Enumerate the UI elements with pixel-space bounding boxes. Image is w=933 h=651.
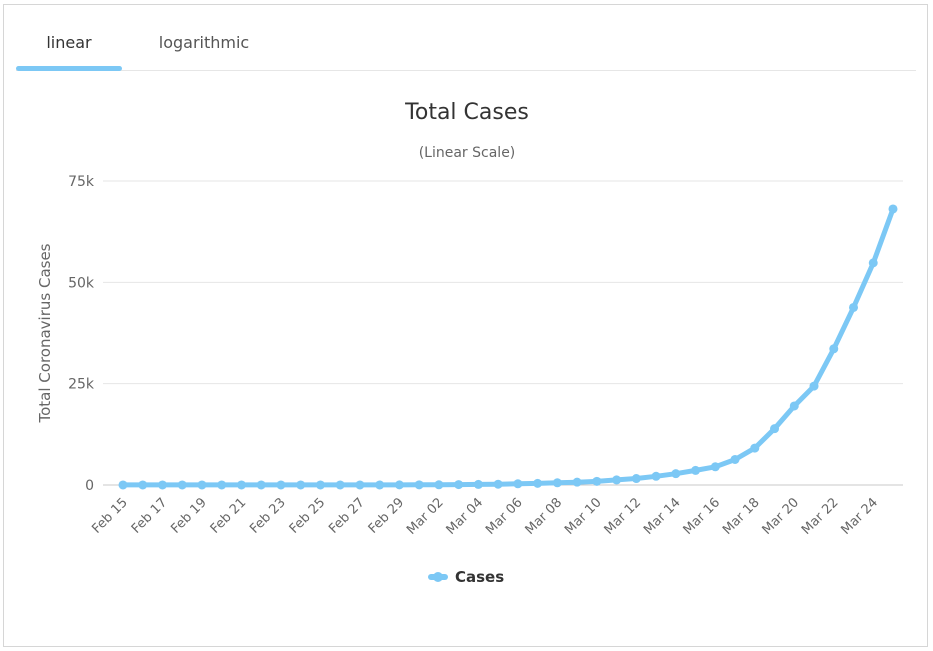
y-tick-label: 50k	[68, 275, 95, 291]
data-point[interactable]	[750, 443, 760, 453]
y-tick-label: 25k	[68, 377, 95, 393]
x-tick-label: Mar 02	[404, 495, 447, 538]
series-cases[interactable]	[118, 204, 898, 490]
data-point[interactable]	[651, 471, 661, 481]
data-point[interactable]	[671, 469, 681, 479]
x-tick-label: Mar 16	[681, 495, 724, 538]
data-point[interactable]	[710, 462, 720, 472]
chart-container	[3, 4, 928, 647]
data-point[interactable]	[770, 424, 780, 434]
data-point[interactable]	[473, 479, 483, 489]
x-tick-label: Feb 29	[366, 495, 408, 537]
data-point[interactable]	[592, 476, 602, 486]
x-tick-label: Mar 04	[444, 495, 487, 538]
x-tick-label: Mar 10	[562, 495, 605, 538]
data-point[interactable]	[868, 258, 878, 268]
chart-title: Total Cases	[404, 100, 529, 125]
data-point[interactable]	[355, 480, 365, 490]
legend-item-cases[interactable]: Cases	[428, 566, 504, 588]
x-tick-label: Mar 20	[760, 495, 803, 538]
data-point[interactable]	[572, 477, 582, 487]
tab-logarithmic-label: logarithmic	[158, 33, 250, 52]
data-point[interactable]	[631, 474, 641, 484]
x-tick-label: Mar 18	[720, 495, 763, 538]
data-point[interactable]	[375, 480, 385, 490]
data-point[interactable]	[138, 480, 148, 490]
x-tick-label: Mar 14	[641, 495, 684, 538]
data-point[interactable]	[849, 302, 859, 312]
x-tick-label: Feb 27	[326, 495, 368, 537]
data-point[interactable]	[335, 480, 345, 490]
data-point[interactable]	[829, 344, 839, 354]
scale-tabs: linear logarithmic	[16, 18, 916, 71]
data-point[interactable]	[236, 480, 246, 490]
y-tick-label: 75k	[68, 174, 95, 190]
tab-linear[interactable]: linear	[16, 18, 122, 71]
data-point[interactable]	[276, 480, 286, 490]
y-axis-title: Total Coronavirus Cases	[36, 243, 54, 423]
x-tick-label: Mar 06	[483, 495, 526, 538]
data-point[interactable]	[888, 204, 898, 214]
data-point[interactable]	[454, 480, 464, 490]
series-line-cases	[120, 206, 896, 488]
x-tick-label: Mar 22	[799, 495, 842, 538]
legend-label: Cases	[455, 568, 505, 586]
tab-active-indicator	[16, 66, 122, 71]
data-point[interactable]	[157, 480, 167, 490]
data-point[interactable]	[513, 479, 523, 489]
legend-symbol	[428, 572, 448, 582]
data-point[interactable]	[809, 381, 819, 391]
data-point[interactable]	[197, 480, 207, 490]
x-tick-label: Mar 24	[839, 495, 882, 538]
data-point[interactable]	[256, 480, 266, 490]
y-axis-ticks: 0 25k 50k 75k	[68, 174, 95, 494]
x-tick-label: Feb 25	[287, 495, 329, 537]
data-point[interactable]	[552, 478, 562, 488]
x-tick-label: Feb 17	[129, 495, 171, 537]
y-tick-label: 0	[85, 478, 94, 494]
data-point[interactable]	[691, 465, 701, 475]
data-point[interactable]	[296, 480, 306, 490]
x-tick-label: Feb 21	[208, 495, 250, 537]
data-point[interactable]	[118, 480, 128, 490]
data-point[interactable]	[217, 480, 227, 490]
chart-subtitle: (Linear Scale)	[419, 145, 516, 161]
data-point[interactable]	[434, 480, 444, 490]
grid-lines	[103, 180, 903, 486]
data-point[interactable]	[533, 478, 543, 488]
tab-linear-label: linear	[46, 33, 92, 52]
x-tick-label: Feb 23	[247, 495, 289, 537]
data-point[interactable]	[730, 454, 740, 464]
x-tick-label: Mar 12	[602, 495, 645, 538]
x-tick-label: Feb 19	[168, 495, 210, 537]
data-point[interactable]	[315, 480, 325, 490]
x-tick-label: Feb 15	[89, 495, 131, 537]
tab-logarithmic[interactable]: logarithmic	[142, 18, 266, 68]
data-point[interactable]	[414, 480, 424, 490]
data-point[interactable]	[493, 479, 503, 489]
data-point[interactable]	[789, 401, 799, 411]
x-tick-label: Mar 08	[523, 495, 566, 538]
data-point[interactable]	[394, 480, 404, 490]
data-point[interactable]	[177, 480, 187, 490]
data-point[interactable]	[612, 475, 622, 485]
